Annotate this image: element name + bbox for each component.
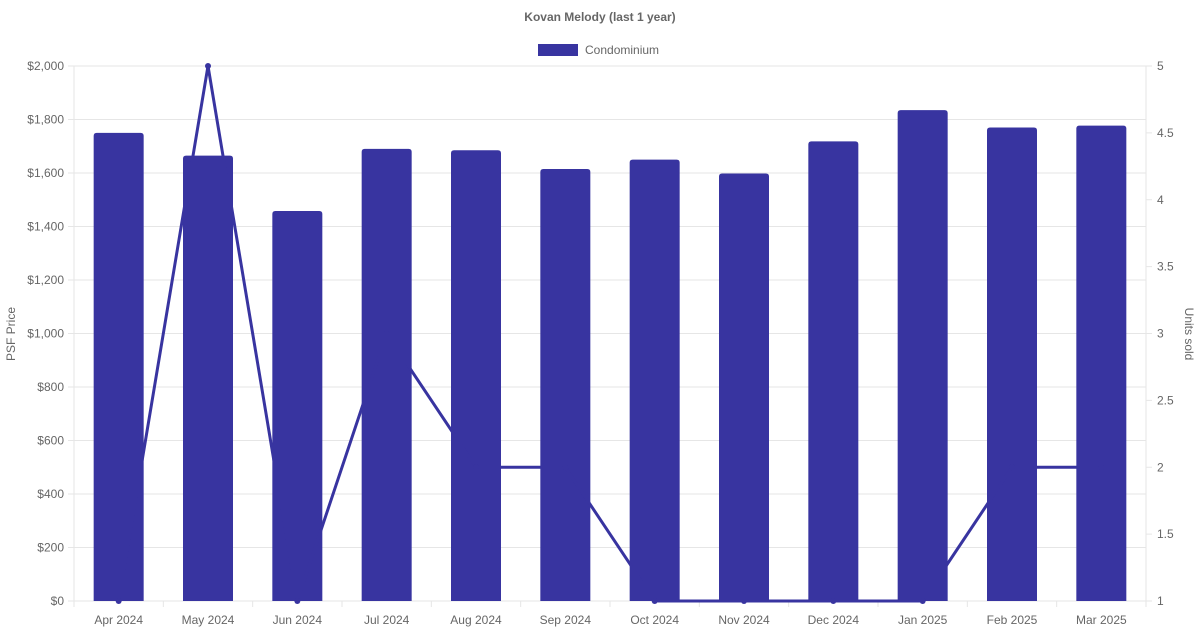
bar[interactable] — [629, 159, 680, 601]
y2-tick-label: 2 — [1157, 460, 1164, 474]
x-tick-label: Jan 2025 — [898, 613, 948, 627]
y-tick-label: $1,800 — [27, 113, 64, 127]
y2-tick-label: 3.5 — [1157, 260, 1174, 274]
bar[interactable] — [540, 168, 591, 602]
y2-tick-label: 3 — [1157, 327, 1164, 341]
data-point[interactable] — [741, 598, 747, 604]
y-tick-label: $2,000 — [27, 59, 64, 73]
x-tick-label: Aug 2024 — [450, 613, 502, 627]
bar[interactable] — [93, 132, 144, 601]
y-axis-right: 1 1.5 2 2.5 3 3.5 4 4.5 5 — [1157, 59, 1174, 608]
y-tick-label: $0 — [51, 594, 65, 608]
x-tick-label: Jul 2024 — [364, 613, 410, 627]
data-point[interactable] — [1098, 464, 1105, 471]
y-tick-label: $800 — [37, 380, 64, 394]
x-tick-label: Sep 2024 — [540, 613, 592, 627]
bar[interactable] — [1076, 125, 1127, 601]
grid-lines — [68, 65, 1152, 607]
data-point[interactable] — [562, 464, 569, 471]
y-axis-title: PSF Price — [4, 307, 18, 361]
x-tick-label: Apr 2024 — [94, 613, 143, 627]
y2-axis-title: Units sold — [1182, 308, 1196, 361]
bar[interactable] — [808, 141, 859, 601]
bar[interactable] — [272, 210, 323, 602]
y-tick-label: $1,600 — [27, 166, 64, 180]
y2-tick-label: 2.5 — [1157, 393, 1174, 407]
y-axis-left: $0 $200 $400 $600 $800 $1,000 $1,200 $1,400 $1,6… — [27, 59, 64, 608]
y2-tick-label: 5 — [1157, 59, 1164, 73]
bar[interactable] — [361, 148, 412, 602]
bar[interactable] — [183, 155, 233, 602]
x-tick-label: Mar 2025 — [1076, 613, 1127, 627]
bar[interactable] — [897, 110, 948, 601]
y2-tick-label: 4.5 — [1157, 126, 1174, 140]
legend-label: Condominium — [585, 43, 659, 57]
x-tick-label: Feb 2025 — [987, 613, 1038, 627]
y-tick-label: $400 — [37, 487, 64, 501]
line-series — [115, 63, 1105, 604]
y2-tick-label: 4 — [1157, 193, 1164, 207]
data-point[interactable] — [294, 598, 301, 604]
x-tick-label: May 2024 — [182, 613, 235, 627]
y-tick-label: $1,200 — [27, 273, 64, 287]
y-tick-label: $1,000 — [27, 327, 64, 341]
data-point[interactable] — [383, 330, 390, 337]
bar[interactable] — [719, 173, 769, 601]
data-point[interactable] — [115, 598, 122, 604]
x-tick-label: Oct 2024 — [630, 613, 679, 627]
x-tick-label: Dec 2024 — [808, 613, 860, 627]
legend[interactable]: Condominium — [538, 43, 659, 57]
data-point[interactable] — [651, 598, 658, 604]
x-tick-label: Nov 2024 — [718, 613, 770, 627]
y2-tick-label: 1.5 — [1157, 527, 1174, 541]
series-line — [117, 64, 1102, 603]
y-tick-label: $1,400 — [27, 220, 64, 234]
x-axis: Apr 2024 May 2024 Jun 2024 Jul 2024 Aug 2024… — [94, 613, 1127, 627]
y2-tick-label: 1 — [1157, 594, 1164, 608]
y-tick-label: $600 — [37, 434, 64, 448]
data-point[interactable] — [473, 464, 479, 471]
legend-swatch — [538, 44, 578, 56]
bar-series — [93, 110, 1127, 602]
chart-title: Kovan Melody (last 1 year) — [524, 10, 675, 24]
data-point[interactable] — [919, 598, 926, 604]
data-point[interactable] — [1009, 464, 1015, 471]
y-tick-label: $200 — [37, 541, 64, 555]
data-point[interactable] — [205, 63, 211, 69]
x-tick-label: Jun 2024 — [273, 613, 323, 627]
data-point[interactable] — [830, 598, 837, 604]
bar[interactable] — [451, 150, 501, 601]
bar[interactable] — [987, 127, 1037, 602]
